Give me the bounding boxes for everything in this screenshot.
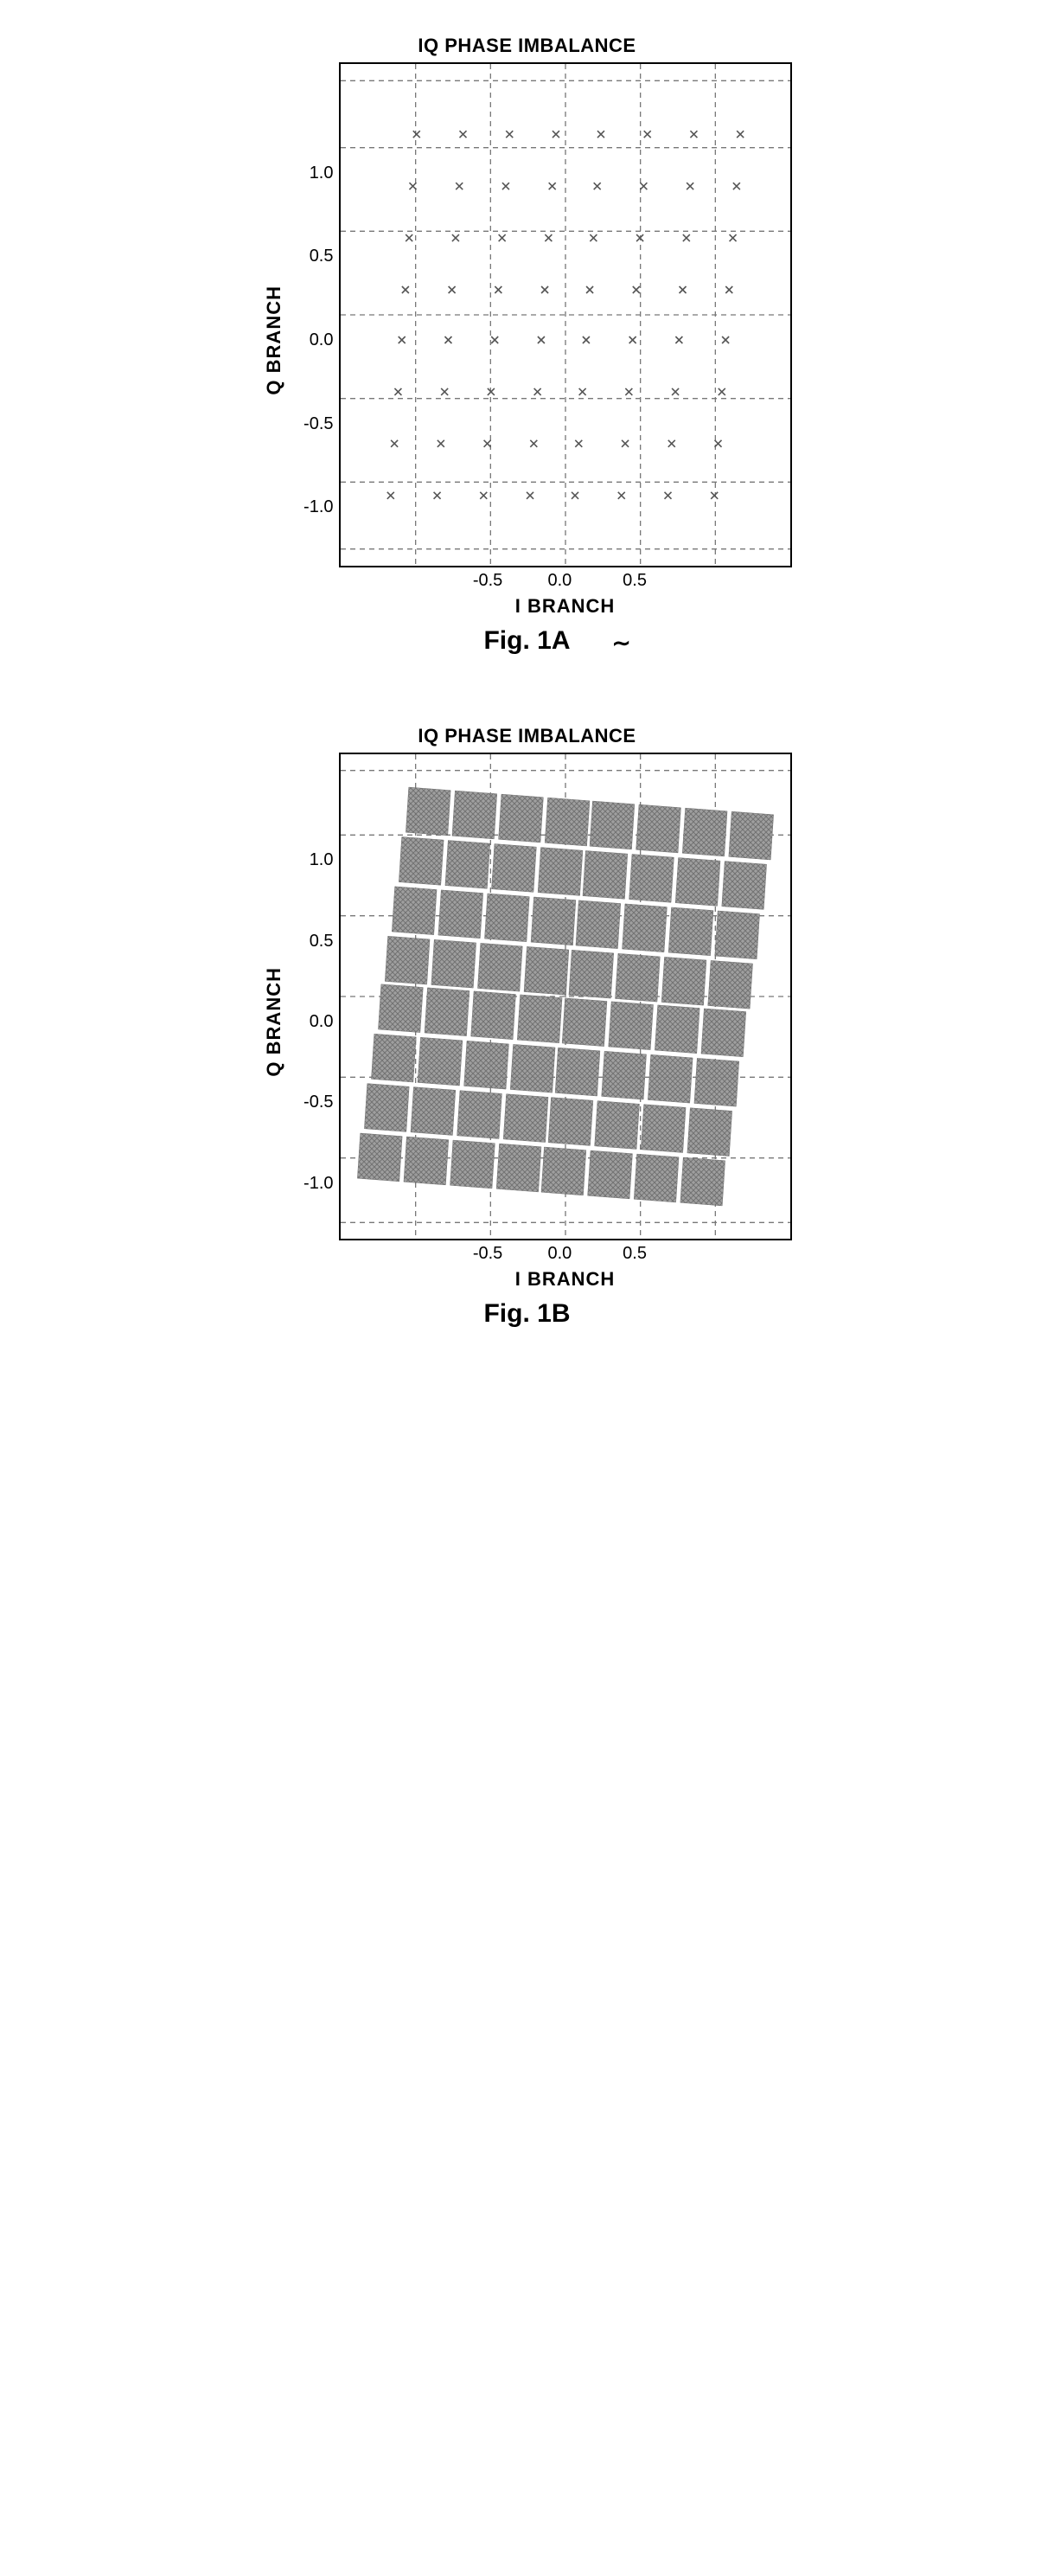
chart-title-a: IQ PHASE IMBALANCE — [418, 35, 636, 57]
xlabel-a: I BRANCH — [339, 595, 792, 618]
xticks-a: -0.5 0.0 0.5 — [339, 571, 789, 593]
ytick-label: 0.5 — [310, 247, 334, 266]
figure-a: IQ PHASE IMBALANCE Q BRANCH -1.0 -0.5 0.0 0… — [263, 35, 792, 656]
tilde-mark: ∼ — [612, 630, 631, 657]
ytick-label: 1.0 — [310, 163, 334, 183]
xlabel-b: I BRANCH — [339, 1268, 792, 1291]
xtick-label: 0.0 — [548, 1244, 572, 1264]
chart-row-b: Q BRANCH -1.0 -0.5 0.0 0.5 1.0 -0.5 0.0 0.5 I … — [263, 753, 792, 1291]
yticks-a: -1.0 -0.5 0.0 0.5 1.0 — [292, 89, 334, 591]
xtick-label: -0.5 — [473, 571, 502, 591]
xtick-label: 0.5 — [623, 1244, 647, 1264]
ytick-label: -0.5 — [303, 1093, 333, 1112]
ylabel-b: Q BRANCH — [263, 967, 285, 1077]
xtick-label: 0.5 — [623, 571, 647, 591]
xticks-b: -0.5 0.0 0.5 — [339, 1244, 789, 1266]
figure-caption-a: Fig. 1A — [483, 626, 570, 656]
ytick-label: -1.0 — [303, 497, 333, 517]
xtick-label: -0.5 — [473, 1244, 502, 1264]
plot-area-b — [339, 753, 792, 1240]
ytick-label: 0.0 — [310, 1012, 334, 1032]
chart-row-a: Q BRANCH -1.0 -0.5 0.0 0.5 1.0 -0.5 0.0 0.5 I … — [263, 62, 792, 618]
chart-title-b: IQ PHASE IMBALANCE — [418, 725, 636, 747]
ytick-label: 1.0 — [310, 850, 334, 870]
ytick-label: 0.5 — [310, 932, 334, 952]
xtick-label: 0.0 — [548, 571, 572, 591]
figure-b: IQ PHASE IMBALANCE Q BRANCH -1.0 -0.5 0.0 0… — [263, 725, 792, 1329]
ytick-label: 0.0 — [310, 330, 334, 350]
ylabel-a: Q BRANCH — [263, 285, 285, 395]
plot-area-a — [339, 62, 792, 567]
yticks-b: -1.0 -0.5 0.0 0.5 1.0 — [292, 779, 334, 1264]
ytick-label: -1.0 — [303, 1174, 333, 1194]
ytick-label: -0.5 — [303, 414, 333, 434]
figure-caption-b: Fig. 1B — [483, 1299, 570, 1329]
